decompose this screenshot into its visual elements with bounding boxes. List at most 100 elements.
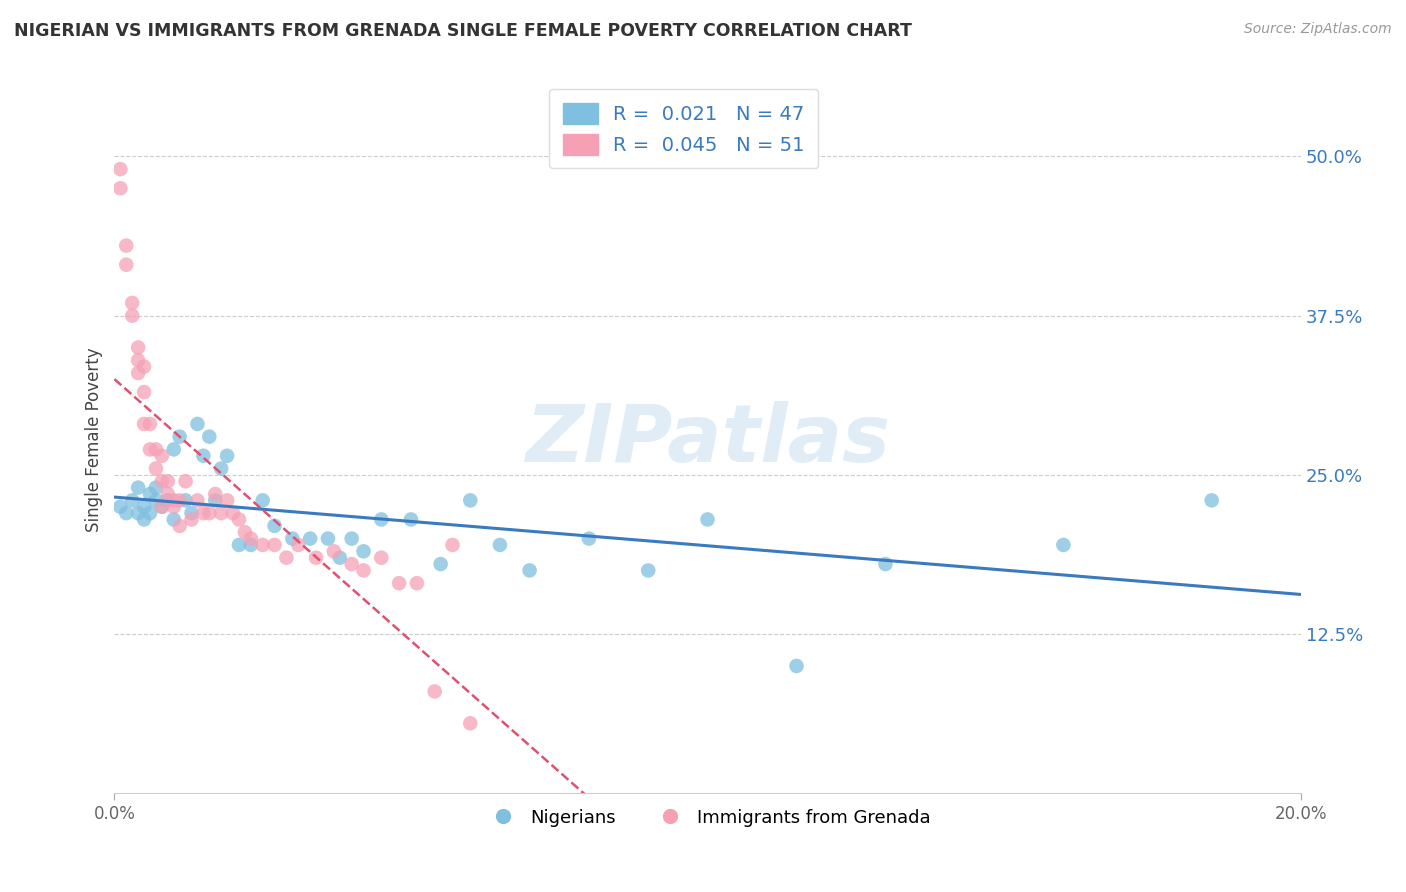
Point [198,506,221,520]
Point [785,659,807,673]
Point [127,481,149,495]
Point [121,309,143,323]
Point [145,442,167,457]
Point [263,538,285,552]
Point [222,506,245,520]
Point [458,493,481,508]
Point [145,481,167,495]
Point [209,506,232,520]
Point [186,493,208,508]
Point [174,475,197,489]
Point [150,500,173,514]
Point [399,512,422,526]
Point [875,557,897,571]
Point [329,550,352,565]
Point [239,532,262,546]
Point [340,532,363,546]
Point [145,493,167,508]
Point [287,538,309,552]
Point [281,532,304,546]
Point [696,512,718,526]
Point [145,461,167,475]
Point [233,525,256,540]
Point [163,512,186,526]
Point [305,550,328,565]
Point [132,417,155,431]
Point [180,506,202,520]
Point [340,557,363,571]
Point [252,493,274,508]
Point [150,500,173,514]
Point [489,538,512,552]
Text: NIGERIAN VS IMMIGRANTS FROM GRENADA SINGLE FEMALE POVERTY CORRELATION CHART: NIGERIAN VS IMMIGRANTS FROM GRENADA SING… [14,22,912,40]
Point [132,512,155,526]
Point [163,493,186,508]
Point [370,550,392,565]
Point [163,500,186,514]
Point [228,538,250,552]
Point [276,550,298,565]
Point [458,716,481,731]
Point [169,493,191,508]
Point [174,493,197,508]
Point [193,449,215,463]
Point [316,532,339,546]
Legend: Nigerians, Immigrants from Grenada: Nigerians, Immigrants from Grenada [478,801,938,834]
Point [150,475,173,489]
Point [127,341,149,355]
Point [132,385,155,400]
Point [388,576,411,591]
Point [1201,493,1223,508]
Point [322,544,344,558]
Point [299,532,322,546]
Point [204,493,226,508]
Point [180,512,202,526]
Point [217,493,239,508]
Point [121,493,143,508]
Point [353,544,375,558]
Point [132,500,155,514]
Point [110,500,132,514]
Point [637,563,659,577]
Point [186,417,208,431]
Point [156,475,179,489]
Point [132,359,155,374]
Point [252,538,274,552]
Point [263,519,285,533]
Point [429,557,451,571]
Point [1052,538,1074,552]
Point [578,532,600,546]
Point [115,506,138,520]
Y-axis label: Single Female Poverty: Single Female Poverty [86,348,103,533]
Point [239,538,262,552]
Point [228,512,250,526]
Point [169,519,191,533]
Point [423,684,446,698]
Point [217,449,239,463]
Text: ZIPatlas: ZIPatlas [524,401,890,479]
Point [127,366,149,380]
Point [156,487,179,501]
Point [110,162,132,177]
Point [110,181,132,195]
Text: Source: ZipAtlas.com: Source: ZipAtlas.com [1244,22,1392,37]
Point [156,493,179,508]
Point [406,576,429,591]
Point [370,512,392,526]
Point [139,506,162,520]
Point [115,238,138,252]
Point [139,417,162,431]
Point [121,296,143,310]
Point [115,258,138,272]
Point [353,563,375,577]
Point [169,430,191,444]
Point [209,461,232,475]
Point [519,563,541,577]
Point [127,353,149,368]
Point [441,538,464,552]
Point [198,430,221,444]
Point [150,449,173,463]
Point [163,442,186,457]
Point [139,442,162,457]
Point [139,487,162,501]
